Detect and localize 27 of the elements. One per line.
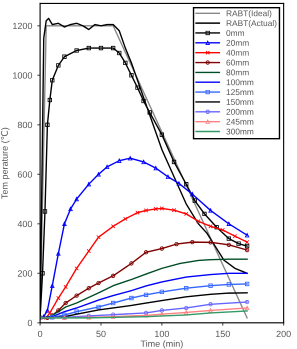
legend-label: 40mm (226, 50, 249, 56)
legend-label: 245mm (226, 118, 254, 125)
y-tick-label: 1200 (13, 22, 32, 30)
y-tick-label: 600 (18, 171, 32, 178)
legend-label: 150mm (226, 99, 254, 105)
legend-label: RABT(Ideal) (226, 10, 272, 18)
y-tick-label: 400 (18, 220, 32, 228)
x-tick-label: 50 (96, 330, 106, 338)
y-tick-label: 1000 (13, 72, 32, 79)
y-axis-title: Tem perature (℃) (1, 128, 10, 199)
legend-label: 100mm (226, 79, 254, 86)
y-tick-label: 0 (28, 320, 32, 326)
legend-label: 300mm (226, 128, 254, 134)
x-axis-title: Time (min) (140, 340, 183, 349)
legend-label: 60mm (226, 60, 249, 66)
legend-label: 80mm (226, 69, 249, 76)
legend-label: 200mm (226, 108, 254, 115)
x-tick-label: 200 (276, 330, 291, 338)
legend-label: 20mm (226, 40, 249, 46)
x-tick-label: 0 (38, 330, 42, 338)
x-tick-label: 100 (155, 330, 170, 338)
x-tick-label: 150 (216, 330, 230, 338)
legend-label: 125mm (226, 89, 254, 96)
y-tick-label: 800 (18, 122, 32, 128)
legend-label: RABT(Actual) (226, 20, 276, 28)
y-tick-label: 200 (18, 270, 32, 277)
legend-label: 0mm (226, 30, 244, 36)
